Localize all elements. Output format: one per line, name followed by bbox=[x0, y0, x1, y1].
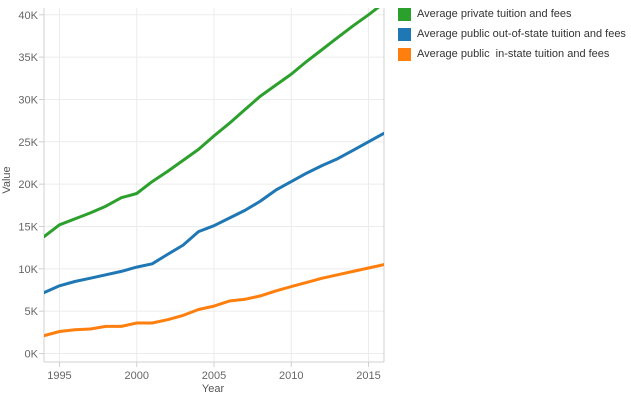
x-axis-title: Year bbox=[202, 383, 225, 395]
y-tick-label: 40K bbox=[18, 10, 38, 22]
y-tick-label: 0K bbox=[25, 349, 39, 361]
legend-label: Average public in-state tuition and fees bbox=[417, 48, 610, 60]
y-axis: 0K 5K 10K 15K 20K 25K 30K 35K 40K bbox=[18, 10, 44, 361]
legend-swatch bbox=[398, 7, 411, 21]
x-tick-label: 2005 bbox=[202, 370, 226, 382]
legend-swatch bbox=[398, 47, 411, 61]
x-axis: 1995 2000 2005 2010 2015 bbox=[47, 362, 381, 382]
x-tick-label: 2015 bbox=[356, 370, 380, 382]
legend-label: Average public out-of-state tuition and … bbox=[417, 28, 626, 40]
legend-item[interactable]: Average public in-state tuition and fees bbox=[398, 44, 626, 64]
legend: Average private tuition and fees Average … bbox=[398, 4, 626, 64]
y-tick-label: 10K bbox=[18, 264, 38, 276]
x-tick-label: 2000 bbox=[124, 370, 148, 382]
x-tick-label: 1995 bbox=[47, 370, 71, 382]
y-tick-label: 35K bbox=[18, 52, 38, 64]
y-tick-label: 5K bbox=[25, 306, 39, 318]
gridlines bbox=[43, 8, 385, 362]
y-axis-title: Value bbox=[1, 166, 13, 193]
y-tick-label: 25K bbox=[18, 137, 38, 149]
series-line-0 bbox=[44, 8, 380, 239]
y-tick-label: 30K bbox=[18, 94, 38, 106]
y-tick-label: 15K bbox=[18, 221, 38, 233]
legend-item[interactable]: Average public out-of-state tuition and … bbox=[398, 24, 626, 44]
y-tick-label: 20K bbox=[18, 179, 38, 191]
x-tick-label: 2010 bbox=[279, 370, 303, 382]
legend-swatch bbox=[398, 27, 411, 41]
series-line-2 bbox=[44, 263, 384, 338]
legend-item[interactable]: Average private tuition and fees bbox=[398, 4, 626, 24]
legend-label: Average private tuition and fees bbox=[417, 8, 572, 20]
series-line-1 bbox=[44, 131, 384, 295]
series-lines bbox=[44, 8, 384, 338]
